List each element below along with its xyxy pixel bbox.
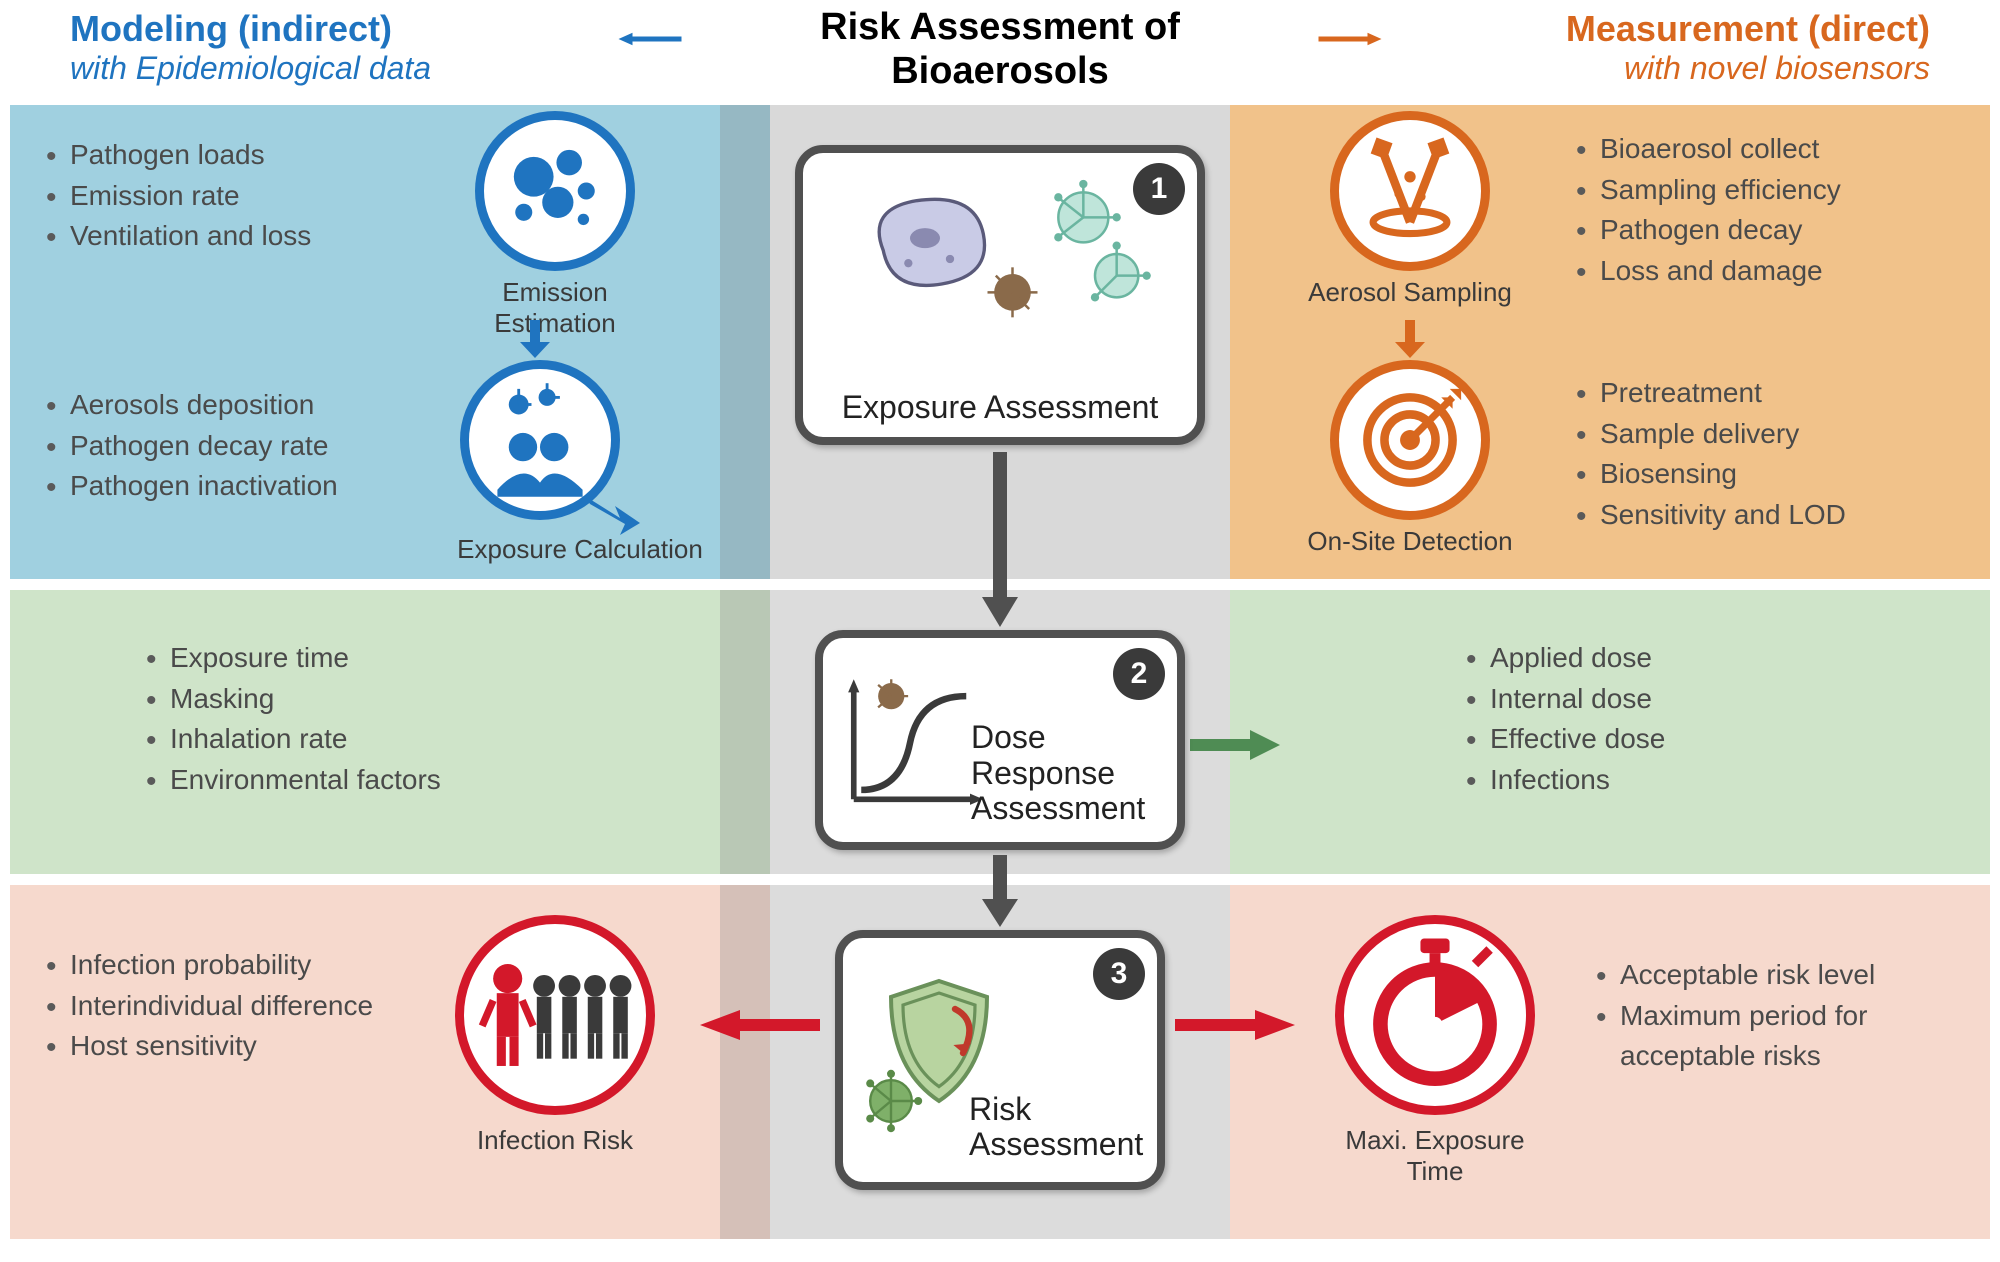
step-1-label: Exposure Assessment [803, 390, 1197, 425]
row3-right-panel: Maxi. Exposure Time Acceptable risk leve… [1230, 885, 1990, 1239]
step-3-number: 3 [1093, 948, 1145, 1000]
detection-icon-group: On-Site Detection [1290, 360, 1530, 557]
infection-icon-group: Infection Risk [440, 915, 670, 1156]
step-2-number: 2 [1113, 648, 1165, 700]
header-left: Modeling (indirect) with Epidemiological… [70, 8, 431, 87]
row3-right-bullets: Acceptable risk level Maximum period for… [1590, 955, 1970, 1077]
bullet: Ventilation and loss [40, 216, 410, 257]
bullet: Aerosols deposition [40, 385, 420, 426]
title-line1: Risk Assessment of [820, 6, 1180, 48]
bullet: Loss and damage [1570, 251, 1950, 292]
bullet: Applied dose [1460, 638, 1840, 679]
bullet: Pathogen inactivation [40, 466, 420, 507]
row1-left-bullets-1: Pathogen loads Emission rate Ventilation… [40, 135, 410, 257]
title-line2: Bioaerosols [891, 50, 1109, 92]
bullet: Internal dose [1460, 679, 1840, 720]
bullet: Pathogen decay rate [40, 426, 420, 467]
bullet: Exposure time [140, 638, 560, 679]
row1-left-panel: Pathogen loads Emission rate Ventilation… [10, 105, 770, 579]
bullet: Sample delivery [1570, 414, 1950, 455]
main-title: Risk Assessment of Bioaerosols [820, 0, 1180, 93]
arrow-red-left-icon [700, 1010, 820, 1040]
row2-left-panel: Exposure time Masking Inhalation rate En… [10, 590, 770, 874]
header: Risk Assessment of Bioaerosols Modeling … [0, 0, 2000, 105]
bullet: Infection probability [40, 945, 400, 986]
bullet: Pretreatment [1570, 373, 1950, 414]
emission-icon-group: Emission Estimation [450, 111, 660, 339]
bullet: Host sensitivity [40, 1026, 400, 1067]
arrow-red-right-icon [1175, 1010, 1295, 1040]
row1-left-bullets-2: Aerosols deposition Pathogen decay rate … [40, 385, 420, 507]
bullet: Infections [1460, 760, 1840, 801]
arrow-diag-icon [585, 490, 640, 535]
emission-label: Emission Estimation [450, 277, 660, 339]
stopwatch-icon-group: Maxi. Exposure Time [1320, 915, 1550, 1187]
bullet: Emission rate [40, 176, 410, 217]
bullet: Pathogen decay [1570, 210, 1950, 251]
bullet: Biosensing [1570, 454, 1950, 495]
sampling-icon [1339, 120, 1481, 262]
bullet: Masking [140, 679, 560, 720]
bullet: Effective dose [1460, 719, 1840, 760]
row3-left-bullets: Infection probability Interindividual di… [40, 945, 400, 1067]
row2-right-panel: Applied dose Internal dose Effective dos… [1230, 590, 1990, 874]
dose-curve-icon [835, 668, 985, 818]
header-right: Measurement (direct) with novel biosenso… [1566, 8, 1930, 87]
row3-left-panel: Infection probability Interindividual di… [10, 885, 770, 1239]
bullet: Acceptable risk level [1590, 955, 1970, 996]
bullet: Bioaerosol collect [1570, 129, 1950, 170]
arrow-down-icon [982, 855, 1018, 927]
right-subtitle: with novel biosensors [1566, 50, 1930, 87]
aerosol-icon [484, 120, 626, 262]
row2-right-bullets: Applied dose Internal dose Effective dos… [1460, 638, 1840, 800]
sampling-label: Aerosol Sampling [1290, 277, 1530, 308]
sampling-icon-group: Aerosol Sampling [1290, 111, 1530, 308]
target-icon [1339, 369, 1481, 511]
stopwatch-icon [1344, 924, 1526, 1106]
infection-risk-label: Infection Risk [440, 1125, 670, 1156]
arrow-green-right-icon [1190, 730, 1280, 760]
row1-right-bullets-2: Pretreatment Sample delivery Biosensing … [1570, 373, 1950, 535]
row1-right-bullets-1: Bioaerosol collect Sampling efficiency P… [1570, 129, 1950, 291]
arrow-down-icon [1395, 320, 1425, 358]
bullet: Maximum period for acceptable risks [1590, 996, 1970, 1077]
left-subtitle: with Epidemiological data [70, 50, 431, 87]
step-2-label: Dose Response Assessment [971, 720, 1161, 826]
step-3-label: Risk Assessment [969, 1092, 1139, 1162]
row1-right-panel: Aerosol Sampling Bioaerosol collect Samp… [1230, 105, 1990, 579]
detection-label: On-Site Detection [1290, 526, 1530, 557]
exposure-calc-icon-group: Exposure Calculation [450, 360, 710, 565]
people-risk-icon [464, 924, 646, 1106]
exposure-calc-label: Exposure Calculation [450, 534, 710, 565]
arrow-down-icon [520, 320, 550, 358]
arrow-right-icon [1260, 32, 1440, 46]
arrow-down-icon [982, 452, 1018, 627]
left-title: Modeling (indirect) [70, 8, 431, 50]
step-3-box: 3 Risk Assessment [835, 930, 1165, 1190]
bullet: Sensitivity and LOD [1570, 495, 1950, 536]
row2-left-bullets: Exposure time Masking Inhalation rate En… [140, 638, 560, 800]
right-title: Measurement (direct) [1566, 8, 1930, 50]
bullet: Inhalation rate [140, 719, 560, 760]
bullet: Environmental factors [140, 760, 560, 801]
step-2-box: 2 Dose Response Assessment [815, 630, 1185, 850]
exposure-time-label: Maxi. Exposure Time [1320, 1125, 1550, 1187]
bullet: Interindividual difference [40, 986, 400, 1027]
bullet: Pathogen loads [40, 135, 410, 176]
step-1-box: 1 [795, 145, 1205, 445]
arrow-left-icon [560, 32, 740, 46]
bullet: Sampling efficiency [1570, 170, 1950, 211]
pathogens-icon [809, 159, 1191, 359]
